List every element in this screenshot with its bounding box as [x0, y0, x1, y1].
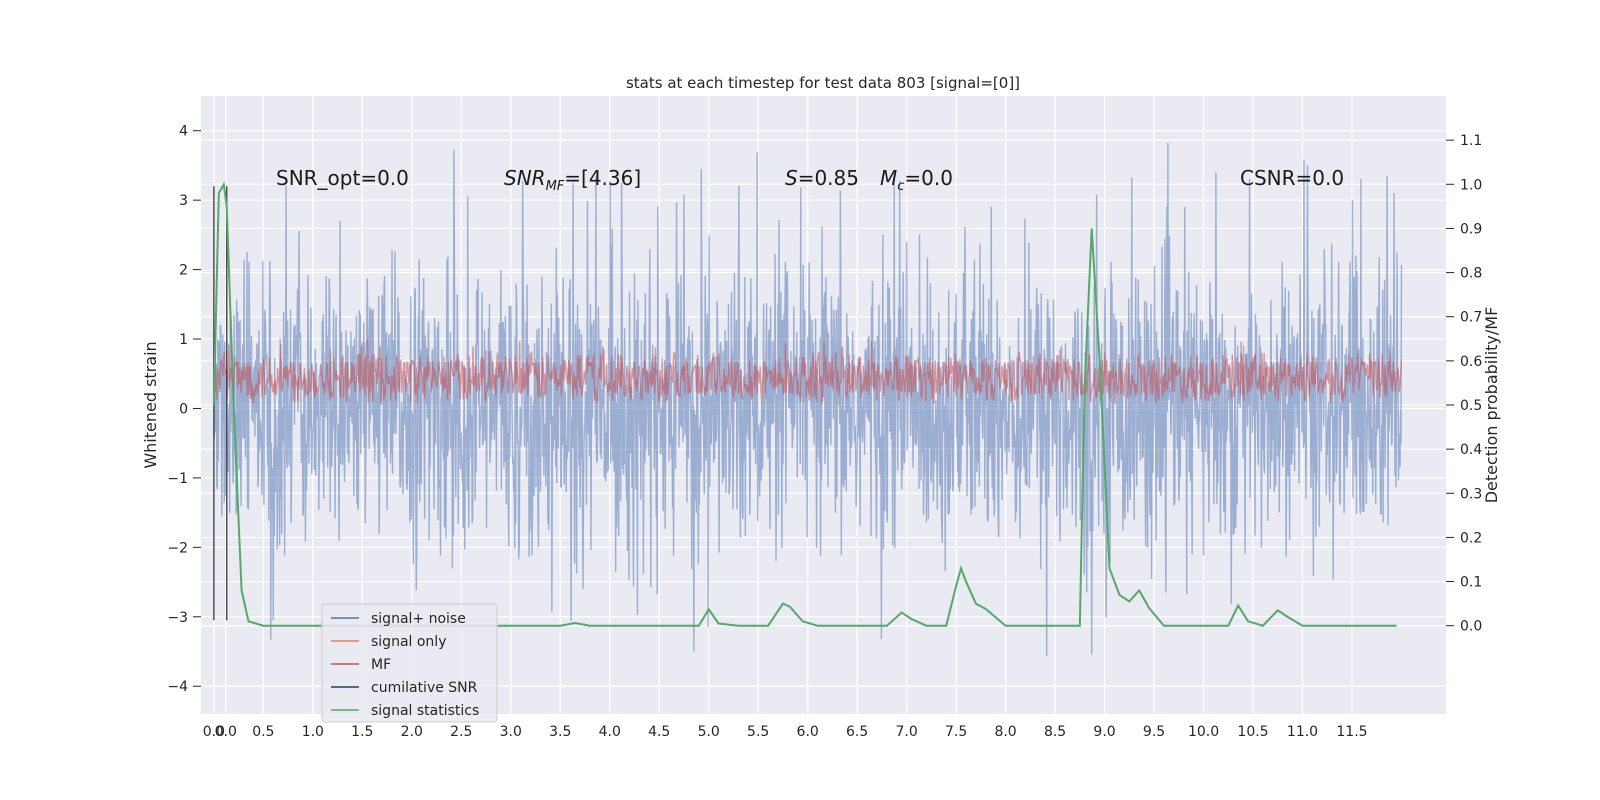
x-tick-label: 0.0 [215, 724, 237, 740]
legend-box [321, 603, 498, 723]
y-tick-label-right: 0.1 [1460, 575, 1482, 591]
x-tick-label: 0.5 [252, 724, 274, 740]
series-signal-noise-line [213, 142, 1403, 657]
x-tick-label: 7.0 [895, 724, 917, 740]
x-tick-label: 10.5 [1237, 724, 1268, 740]
annotation-snr-mf: SNRMF=[4.36] [504, 166, 641, 194]
series-mf-line [213, 339, 1403, 405]
x-tick-label: 6.5 [846, 724, 868, 740]
y-tick-label-right: 0.2 [1460, 530, 1482, 546]
ticks: 0.00.0 0.5 1.0 1.5 2.0 2.5 3.0 3.5 4.0 4.5 5.0 5.5 6… [167, 124, 1482, 740]
y-tick-label-right: 0.8 [1460, 266, 1482, 282]
y-tick-label: 3 [179, 193, 188, 209]
x-tick-label: 0.0 [203, 724, 225, 740]
chart-title: stats at each timestep for test data 803… [626, 74, 1020, 92]
y-tick-label-right: 1.1 [1460, 133, 1482, 149]
annotation-mc-value: =0.0 [904, 166, 953, 190]
y-tick-label-right: 0.3 [1460, 486, 1482, 502]
y-tick-label: −3 [167, 610, 188, 626]
legend-label-signal-only: signal only [371, 634, 446, 650]
x-tick-label: 5.0 [698, 724, 720, 740]
x-tick-label: 7.5 [945, 724, 967, 740]
y-tick-label-right: 0.6 [1460, 354, 1482, 370]
annotation-snr-mf-symbol: SNR [504, 166, 546, 190]
legend-label-mf: MF [371, 657, 391, 673]
y-tick-label: 1 [179, 332, 188, 348]
legend: signal+ noise signal only MF cumilative … [321, 603, 498, 723]
y-tick-label: −2 [167, 540, 188, 556]
annotation-mc-subscript: c [897, 179, 904, 194]
y-tick-label: 2 [179, 263, 188, 279]
x-tick-label: 4.5 [648, 724, 670, 740]
y-tick-label: 0 [179, 401, 188, 417]
y-tick-label-right: 0.5 [1460, 398, 1482, 414]
annotation-s: S=0.85 [785, 166, 859, 190]
x-tick-label: 8.0 [994, 724, 1016, 740]
x-tick-label: 1.5 [351, 724, 373, 740]
y-tick-label: −1 [167, 471, 188, 487]
y-axis-label: Whitened strain [141, 341, 160, 468]
annotation-snr-mf-subscript: MF [546, 179, 565, 194]
y-tick-label-right: 1.0 [1460, 177, 1482, 193]
y-tick-label: −4 [167, 679, 188, 695]
x-tick-label: 8.5 [1044, 724, 1066, 740]
annotation-s-symbol: S [785, 166, 798, 190]
legend-label-signal-statistics: signal statistics [371, 703, 479, 719]
x-tick-label: 3.0 [500, 724, 522, 740]
y-tick-label-right: 0.4 [1460, 442, 1482, 458]
y-tick-label-right: 0.7 [1460, 310, 1482, 326]
y-tick-label-right: 0.9 [1460, 221, 1482, 237]
annotations: SNR_opt=0.0 SNRMF=[4.36] S=0.85 Mc=0.0 C… [276, 166, 1344, 194]
annotation-mc: Mc=0.0 [880, 166, 953, 194]
annotation-s-value: =0.85 [798, 166, 859, 190]
x-tick-label: 9.5 [1143, 724, 1165, 740]
x-tick-label: 6.0 [797, 724, 819, 740]
x-tick-label: 2.5 [450, 724, 472, 740]
x-tick-label: 2.0 [401, 724, 423, 740]
grid [201, 96, 1446, 714]
annotation-snr-opt: SNR_opt=0.0 [276, 166, 409, 190]
x-tick-label: 11.5 [1336, 724, 1367, 740]
y-tick-label-right: 0.0 [1460, 619, 1482, 635]
legend-label-signal-noise: signal+ noise [371, 611, 466, 627]
x-tick-label: 4.0 [599, 724, 621, 740]
legend-label-cumulative-snr: cumilative SNR [371, 680, 478, 696]
x-tick-label: 3.5 [549, 724, 571, 740]
y-tick-label: 4 [179, 124, 188, 140]
x-tick-label: 5.5 [747, 724, 769, 740]
x-tick-label: 11.0 [1287, 724, 1318, 740]
annotation-csnr: CSNR=0.0 [1240, 166, 1344, 190]
annotation-mc-symbol: M [880, 166, 897, 190]
x-tick-label: 10.0 [1188, 724, 1219, 740]
x-tick-label: 1.0 [302, 724, 324, 740]
x-tick-label: 9.0 [1093, 724, 1115, 740]
annotation-snr-mf-value: =[4.36] [564, 166, 641, 190]
y-axis-label-right: Detection probability/MF [1482, 307, 1501, 504]
